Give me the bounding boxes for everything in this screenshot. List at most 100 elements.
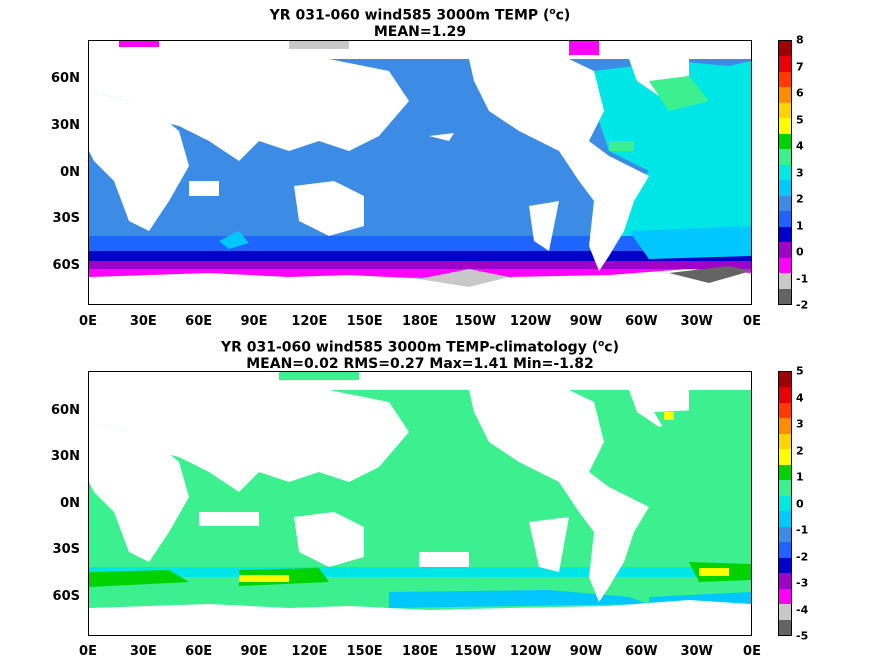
chart2-xtick: 90E [240, 644, 268, 659]
chart2-ylabel: 60S [52, 589, 80, 604]
chart2-colorbar-swatch [779, 464, 791, 481]
chart1-colorbar-swatch [779, 226, 791, 243]
chart2-colorbar-label: 2 [796, 444, 804, 457]
chart1-colorbar-swatch [779, 242, 791, 258]
chart1-colorbar-swatch [779, 56, 791, 72]
chart2-colorbar-label: -3 [796, 576, 809, 590]
chart1-title: YR 031-060 wind585 3000m TEMP (oc) MEAN=… [269, 7, 571, 40]
chart2-colorbar-swatch [779, 573, 791, 589]
chart2-ylabel: 30S [52, 542, 80, 557]
chart2-colorbar-swatch [779, 511, 791, 527]
chart2-xtick: 120E [291, 644, 328, 659]
chart1-colorbar-swatch [779, 87, 791, 103]
chart1-colorbar-label: 5 [796, 113, 804, 126]
chart1-colorbar-swatch [779, 149, 791, 165]
chart2-colorbar-label: 5 [796, 364, 804, 378]
chart2-colorbar-swatch [779, 480, 791, 496]
chart1-colorbar-label: 7 [796, 60, 804, 73]
chart2-xtick: 30W [680, 644, 713, 659]
chart1-colorbar-label: -2 [796, 298, 809, 312]
chart2-colorbar-swatch [779, 372, 791, 388]
chart1-xtick: 120E [291, 314, 328, 329]
chart2-colorbar-swatch [779, 557, 791, 574]
chart1-colorbar-swatch [779, 41, 791, 57]
chart1-colorbar-swatch [779, 211, 791, 227]
chart2-ylabel: 0N [60, 496, 80, 511]
chart1-mean: MEAN=1.29 [373, 23, 467, 40]
chart1-ylabel: 60N [51, 71, 80, 86]
chart2-stats: MEAN=0.02 RMS=0.27 Max=1.41 Min=-1.82 [246, 355, 594, 372]
chart2-colorbar-swatch [779, 604, 791, 620]
chart1-xtick: 90W [569, 314, 603, 329]
chart2-colorbar-swatch [779, 619, 791, 635]
chart2-xtick: 150W [454, 644, 497, 659]
chart1-colorbar-swatch [779, 273, 791, 289]
chart2-map [88, 371, 752, 636]
chart1-colorbar-swatch [779, 133, 791, 150]
chart1-colorbar-swatch [779, 195, 791, 212]
chart2-colorbar-label: -1 [796, 523, 809, 537]
chart2-colorbar-swatch [779, 387, 791, 403]
chart2-title: YR 031-060 wind585 3000m TEMP-climatolog… [220, 339, 619, 372]
chart1-colorbar-label: 0 [796, 245, 804, 259]
chart1-xtick: 30E [129, 314, 157, 329]
chart1-colorbar-swatch [779, 257, 791, 274]
chart1-colorbar-label: -1 [796, 272, 809, 285]
chart2-colorbar-swatch [779, 402, 791, 419]
chart1-xtick: 150E [346, 314, 383, 329]
chart1-colorbar-swatch [779, 102, 791, 119]
chart2-colorbar-label: -4 [796, 603, 809, 616]
chart2-colorbar-label: 0 [796, 497, 804, 510]
chart1-colorbar-swatch [779, 180, 791, 196]
chart2-colorbar-swatch [779, 588, 791, 605]
chart2-xtick: 30E [129, 644, 157, 659]
chart2-colorbar-label: 3 [796, 417, 804, 431]
chart2-xtick: 0E [79, 644, 97, 659]
chart1-xtick: 60W [625, 314, 658, 329]
chart2-ylabel: 60N [51, 403, 80, 418]
chart1-colorbar-swatch [779, 71, 791, 88]
chart1-xtick: 180E [401, 314, 439, 329]
chart1-map [88, 40, 752, 305]
chart2-colorbar-label: -5 [796, 629, 809, 643]
chart1-colorbar-label: 3 [796, 166, 804, 179]
chart1-xtick: 150W [454, 314, 497, 329]
chart2-colorbar-swatch [779, 433, 791, 450]
chart1-colorbar-swatch [779, 118, 791, 134]
chart1-colorbar-label: 1 [796, 219, 804, 232]
chart2-xtick: 60W [625, 644, 658, 659]
chart2-ylabel: 30N [51, 449, 80, 464]
chart1-colorbar-label: 8 [796, 33, 804, 47]
chart1-xtick: 0E [79, 314, 97, 329]
chart2-xtick: 150E [346, 644, 383, 659]
chart1-colorbar-label: 6 [796, 86, 804, 100]
chart1-xtick: 0E [743, 314, 761, 329]
chart1-xtick: 90E [240, 314, 268, 329]
chart1-xtick: 30W [680, 314, 713, 329]
chart1-colorbar-swatch [779, 164, 791, 181]
chart2-colorbar-label: -2 [796, 550, 809, 563]
chart2-colorbar-label: 1 [796, 470, 804, 484]
chart2-colorbar-label: 4 [796, 391, 804, 404]
chart2-colorbar-swatch [779, 542, 791, 558]
chart2-colorbar-swatch [779, 526, 791, 543]
chart2-colorbar [778, 371, 792, 636]
chart1-colorbar [778, 40, 792, 305]
chart1-colorbar-label: 4 [796, 139, 804, 153]
chart2-xtick: 60E [185, 644, 213, 659]
chart2-xtick: 90W [569, 644, 603, 659]
chart2-colorbar-swatch [779, 495, 791, 512]
chart2-xtick: 180E [401, 644, 439, 659]
chart1-ylabel: 0N [60, 165, 80, 180]
chart1-ylabel: 30S [52, 211, 80, 226]
chart1-ylabel: 60S [52, 258, 80, 273]
chart2-xtick: 0E [743, 644, 761, 659]
chart1-ylabel: 30N [51, 118, 80, 133]
chart2-xtick: 120W [509, 644, 552, 659]
chart1-xtick: 60E [185, 314, 213, 329]
chart2-colorbar-swatch [779, 418, 791, 434]
chart2-colorbar-swatch [779, 449, 791, 465]
chart1-colorbar-swatch [779, 288, 791, 304]
chart1-colorbar-label: 2 [796, 192, 804, 206]
chart1-xtick: 120W [509, 314, 552, 329]
